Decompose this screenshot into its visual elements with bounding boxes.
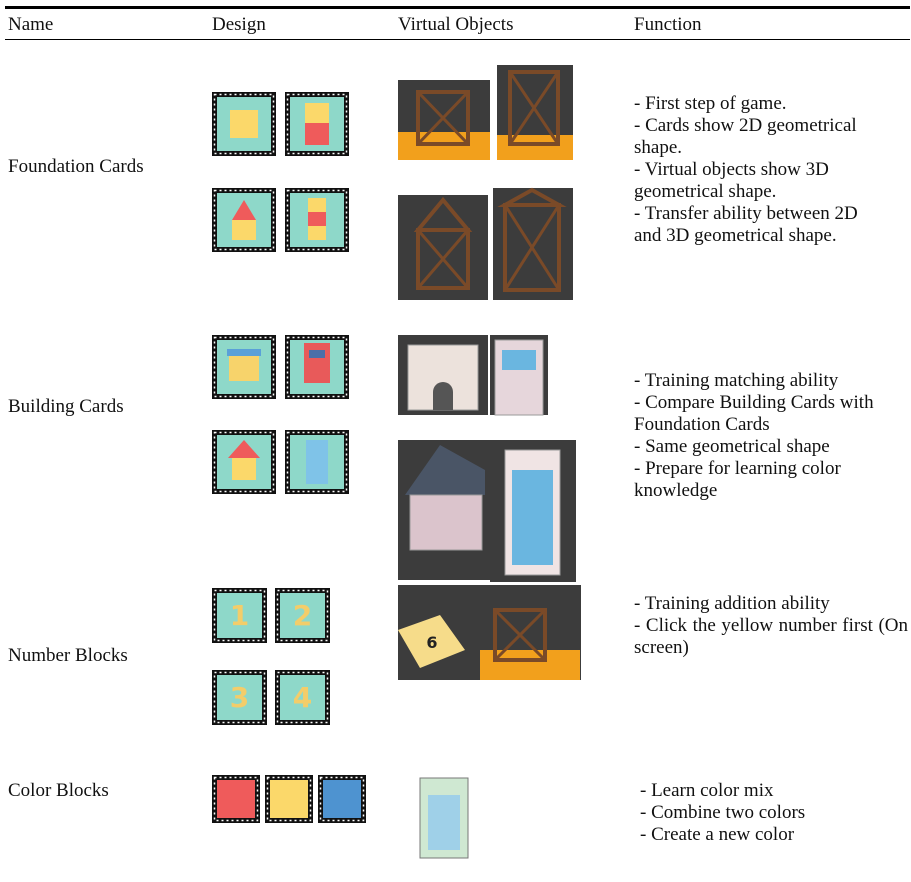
card-face bbox=[217, 780, 255, 818]
shape bbox=[309, 350, 325, 358]
shape bbox=[232, 220, 256, 240]
tower bbox=[416, 90, 470, 146]
function-item: - Training addition ability bbox=[634, 593, 830, 614]
roof bbox=[405, 445, 485, 495]
function-item: - Prepare for learning color knowledge bbox=[634, 458, 841, 501]
block-digit: 1 bbox=[230, 599, 249, 632]
top-rule bbox=[5, 6, 910, 9]
card-face bbox=[323, 780, 361, 818]
shape bbox=[305, 103, 329, 123]
card-dots bbox=[213, 336, 275, 398]
card-dots bbox=[286, 93, 348, 155]
block-digit: 4 bbox=[293, 681, 312, 714]
function-item: - Transfer ability between 2D and 3D geo… bbox=[634, 203, 858, 246]
shape bbox=[227, 349, 261, 356]
card-dots bbox=[266, 776, 312, 822]
function-item: - Create a new color bbox=[640, 824, 795, 845]
row-name: Foundation Cards bbox=[8, 156, 144, 177]
shape bbox=[308, 212, 326, 226]
shape bbox=[229, 355, 259, 381]
window bbox=[512, 470, 553, 565]
card-dots bbox=[213, 671, 266, 724]
card-face bbox=[280, 593, 325, 638]
header: Virtual Objects bbox=[398, 14, 514, 35]
window bbox=[502, 350, 536, 370]
tower-brace bbox=[416, 229, 470, 289]
object-digit: 6 bbox=[426, 633, 437, 652]
row-name: Color Blocks bbox=[8, 780, 109, 801]
shape bbox=[228, 440, 260, 458]
shape bbox=[232, 458, 256, 480]
card-dots bbox=[276, 671, 329, 724]
header: Function bbox=[634, 14, 702, 35]
building bbox=[409, 494, 483, 551]
header: Design bbox=[212, 14, 266, 35]
window bbox=[428, 795, 460, 850]
card-dots bbox=[276, 589, 329, 642]
function-item: - Same geometrical shape bbox=[634, 436, 830, 457]
tower bbox=[493, 608, 547, 662]
shape bbox=[304, 343, 330, 383]
function-item: - Training matching ability bbox=[634, 370, 839, 391]
roof bbox=[497, 187, 567, 207]
card-dots bbox=[213, 189, 275, 251]
function-item: - Combine two colors bbox=[640, 802, 806, 823]
shape bbox=[305, 123, 329, 145]
tower bbox=[508, 70, 560, 146]
header: Name bbox=[8, 14, 54, 35]
card-face bbox=[270, 780, 308, 818]
shape bbox=[232, 200, 256, 220]
card-dots bbox=[286, 189, 348, 251]
card-dots bbox=[213, 431, 275, 493]
block-digit: 3 bbox=[230, 681, 249, 714]
function-list: - Learn color mix - Combine two colors - C… bbox=[640, 780, 908, 846]
header-rule bbox=[5, 39, 910, 40]
tile bbox=[398, 615, 465, 668]
scene bbox=[398, 195, 488, 300]
function-item: - Compare Building Cards with Foundation… bbox=[634, 392, 874, 435]
function-item: - First step of game. bbox=[634, 93, 787, 114]
card-dots bbox=[286, 336, 348, 398]
tower-brace bbox=[493, 608, 547, 662]
function-list: - Training addition ability - Click the y… bbox=[634, 593, 908, 659]
function-item: - Cards show 2D geometrical shape. bbox=[634, 115, 857, 158]
tower-brace bbox=[508, 71, 560, 145]
tower-brace bbox=[503, 204, 561, 291]
card-dots bbox=[213, 589, 266, 642]
card-face bbox=[280, 675, 325, 720]
shape bbox=[306, 440, 328, 484]
card-face bbox=[217, 593, 262, 638]
row-name: Building Cards bbox=[8, 396, 124, 417]
card-dots bbox=[213, 93, 275, 155]
roof bbox=[413, 196, 473, 232]
card-dots bbox=[213, 776, 259, 822]
function-item: - Learn color mix bbox=[640, 780, 774, 801]
card-face bbox=[217, 675, 262, 720]
function-list: - First step of game. - Cards show 2D geo… bbox=[634, 93, 884, 247]
card-dots bbox=[286, 431, 348, 493]
tower-brace bbox=[416, 90, 470, 146]
row-name: Number Blocks bbox=[8, 645, 128, 666]
block-digit: 2 bbox=[293, 599, 312, 632]
door bbox=[433, 382, 453, 410]
shape bbox=[308, 226, 326, 240]
shape bbox=[308, 198, 326, 212]
function-item: - Click the yellow number first (On scre… bbox=[634, 615, 908, 658]
function-list: - Training matching ability - Compare Bui… bbox=[634, 370, 911, 502]
shape bbox=[230, 110, 258, 138]
function-item: - Virtual objects show 3D geometrical sh… bbox=[634, 159, 829, 202]
card-dots bbox=[319, 776, 365, 822]
